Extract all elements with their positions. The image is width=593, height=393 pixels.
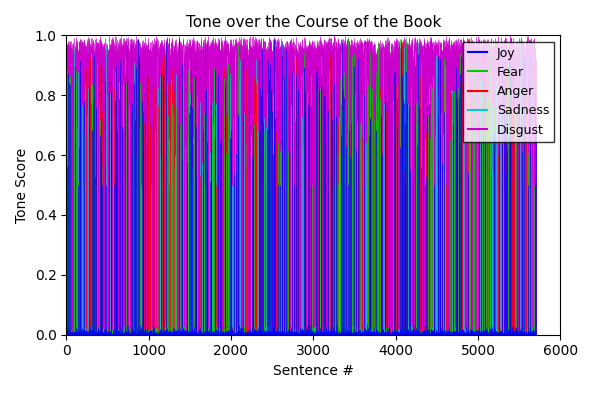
Legend: Joy, Fear, Anger, Sadness, Disgust: Joy, Fear, Anger, Sadness, Disgust bbox=[463, 42, 554, 141]
Y-axis label: Tone Score: Tone Score bbox=[15, 147, 29, 222]
X-axis label: Sentence #: Sentence # bbox=[273, 364, 354, 378]
Title: Tone over the Course of the Book: Tone over the Course of the Book bbox=[186, 15, 441, 30]
